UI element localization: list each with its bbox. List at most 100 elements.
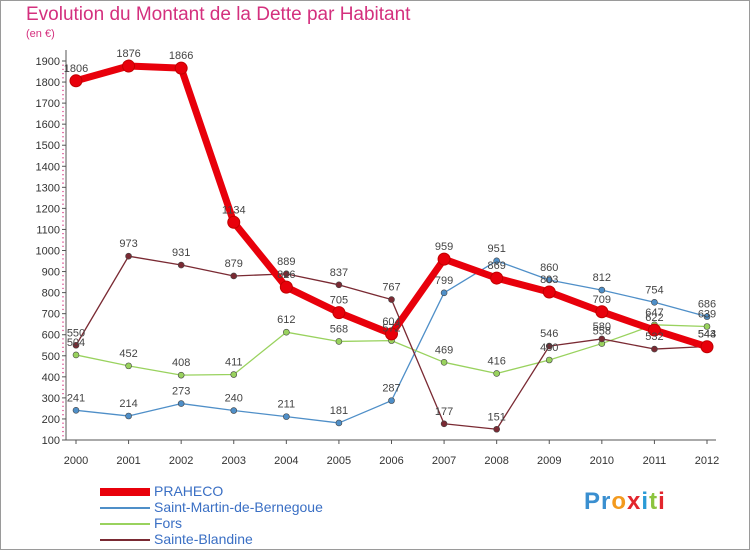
y-minor-tick <box>62 232 64 235</box>
data-point-fors <box>440 359 448 366</box>
data-label-praheco: 1876 <box>116 48 140 60</box>
y-minor-tick <box>62 115 64 117</box>
data-label-sainte-blandine: 931 <box>172 247 190 259</box>
data-point-saint-martin-de-bernegoue <box>335 419 343 427</box>
y-minor-tick <box>62 275 64 277</box>
data-point-praheco <box>227 215 241 229</box>
data-point-sainte-blandine <box>72 341 80 349</box>
y-minor-tick <box>62 199 64 201</box>
y-minor-tick <box>62 237 64 239</box>
data-point-sainte-blandine <box>493 425 500 433</box>
data-point-saint-martin-de-bernegoue <box>493 257 500 265</box>
data-label-fors: 480 <box>540 342 558 354</box>
y-tick-label: 1900 <box>36 56 60 68</box>
y-minor-tick <box>62 224 64 226</box>
data-label-fors: 408 <box>172 357 190 369</box>
data-label-sainte-blandine: 973 <box>119 238 137 250</box>
data-label-sainte-blandine: 580 <box>593 321 611 333</box>
x-tick-label: 2008 <box>484 455 508 467</box>
data-point-praheco <box>647 323 661 337</box>
data-point-praheco <box>174 61 188 75</box>
y-minor-tick <box>62 304 64 306</box>
data-point-fors <box>335 338 343 345</box>
y-minor-tick <box>62 98 64 100</box>
y-tick-label: 1800 <box>36 77 60 89</box>
data-point-sainte-blandine <box>651 345 658 353</box>
y-minor-tick <box>62 380 64 382</box>
logo-letter: x <box>627 488 642 515</box>
data-label-saint-martin-de-bernegoue: 240 <box>225 393 243 405</box>
y-minor-tick <box>62 338 64 340</box>
chart-axes: 100 200 300 400 500 600 700 800 900 1000 1100 1200 1… <box>36 50 719 467</box>
y-tick-label: 1700 <box>36 98 60 110</box>
y-minor-tick <box>62 426 64 429</box>
data-point-sainte-blandine <box>545 342 553 350</box>
data-point-saint-martin-de-bernegoue <box>125 412 132 420</box>
y-tick-label: 1500 <box>36 140 60 152</box>
data-point-praheco <box>437 252 451 266</box>
x-tick-label: 2011 <box>643 455 667 467</box>
data-point-fors <box>72 351 80 359</box>
y-tick-label: 200 <box>42 414 60 426</box>
y-minor-tick <box>62 85 64 87</box>
data-label-praheco: 803 <box>540 274 558 286</box>
data-point-saint-martin-de-bernegoue <box>230 407 238 414</box>
y-minor-tick <box>62 300 64 302</box>
data-label-praheco: 709 <box>593 294 611 306</box>
data-label-praheco: 1866 <box>169 50 193 62</box>
data-label-sainte-blandine: 177 <box>435 406 453 418</box>
y-minor-tick <box>62 317 64 319</box>
logo-letter: o <box>611 488 628 515</box>
data-label-praheco: 1134 <box>222 204 246 216</box>
data-point-saint-martin-de-bernegoue <box>72 407 80 414</box>
data-point-sainte-blandine <box>283 270 290 278</box>
y-minor-tick <box>62 245 64 247</box>
data-point-saint-martin-de-bernegoue <box>598 286 606 294</box>
y-minor-tick <box>62 262 64 264</box>
y-minor-tick <box>62 367 64 370</box>
y-minor-tick <box>62 178 64 180</box>
x-tick-label: 2005 <box>327 455 351 467</box>
y-minor-tick <box>62 131 64 134</box>
y-minor-tick <box>62 140 64 142</box>
x-tick-label: 2010 <box>590 455 614 467</box>
x-tick-label: 2001 <box>116 455 140 467</box>
y-minor-tick <box>62 279 64 281</box>
y-tick-label: 1000 <box>36 246 60 258</box>
y-minor-tick <box>62 414 64 416</box>
data-point-praheco <box>700 340 714 354</box>
data-label-sainte-blandine: 546 <box>540 328 558 340</box>
chart-title: Evolution du Montant de la Dette par Hab… <box>26 4 411 25</box>
y-minor-tick <box>62 169 64 172</box>
data-point-sainte-blandine <box>440 420 448 428</box>
y-minor-tick <box>62 435 64 437</box>
data-label-praheco: 1806 <box>64 63 88 75</box>
y-minor-tick <box>62 182 64 184</box>
legend-swatch <box>100 488 150 496</box>
data-point-praheco <box>542 285 556 299</box>
legend-swatch <box>100 507 150 509</box>
y-tick-label: 400 <box>42 372 60 384</box>
data-label-saint-martin-de-bernegoue: 181 <box>330 405 348 417</box>
legend-label: Saint-Martin-de-Bernegoue <box>154 499 323 515</box>
data-label-sainte-blandine: 889 <box>277 256 295 268</box>
data-label-praheco: 604 <box>382 316 400 328</box>
logo-letter: t <box>649 488 659 515</box>
y-minor-tick <box>62 211 64 214</box>
data-label-fors: 572 <box>382 323 400 335</box>
data-label-praheco: 622 <box>645 312 663 324</box>
legend-swatch <box>100 523 150 525</box>
y-minor-tick <box>62 388 64 391</box>
data-label-praheco: 543 <box>698 329 716 341</box>
y-minor-tick <box>62 254 64 256</box>
data-label-saint-martin-de-bernegoue: 241 <box>67 392 85 404</box>
x-tick-label: 2003 <box>222 455 246 467</box>
series-line-praheco <box>72 62 711 351</box>
y-tick-label: 100 <box>42 435 60 447</box>
x-tick-label: 2012 <box>695 455 719 467</box>
data-label-fors: 612 <box>277 314 295 326</box>
y-minor-tick <box>62 422 64 424</box>
data-label-sainte-blandine: 544 <box>698 329 716 341</box>
y-minor-tick <box>62 127 64 130</box>
